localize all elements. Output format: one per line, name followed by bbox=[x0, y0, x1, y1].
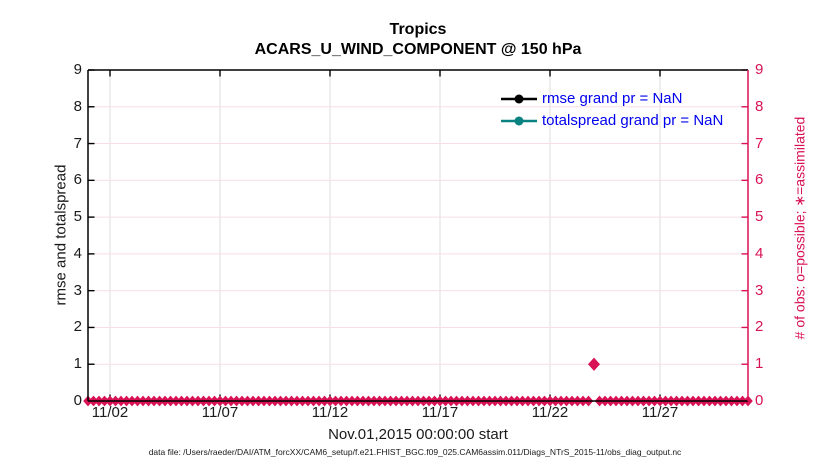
rmse-legend-marker-icon bbox=[514, 94, 524, 104]
obs-count-markers bbox=[83, 357, 753, 407]
y-tick-label-left: 4 bbox=[73, 244, 82, 262]
x-tick-label: 11/27 bbox=[641, 404, 679, 421]
y-tick-label-right: 6 bbox=[755, 171, 764, 189]
legend-label-rmse: rmse grand pr = NaN bbox=[542, 90, 683, 107]
y-tick-label-right: 7 bbox=[755, 134, 764, 152]
x-tick-label: 11/12 bbox=[311, 404, 349, 421]
y-tick-label-left: 8 bbox=[73, 97, 82, 115]
y-tick-label-right: 9 bbox=[755, 61, 764, 78]
data-file-path: data file: /Users/raeder/DAI/ATM_forcXX/… bbox=[148, 447, 682, 457]
y-axis-label-right: # of obs: o=possible; ∗=assimilated bbox=[791, 116, 808, 340]
obs-marker bbox=[588, 357, 600, 371]
y-tick-label-right: 4 bbox=[755, 244, 764, 262]
y-tick-label-right: 8 bbox=[755, 97, 764, 115]
y-tick-label-left: 6 bbox=[73, 171, 82, 189]
y-tick-label-right: 0 bbox=[755, 392, 764, 409]
y-tick-label-left: 5 bbox=[73, 208, 82, 226]
axes-frame bbox=[87, 69, 749, 402]
legend-label-totalspread: totalspread grand pr = NaN bbox=[542, 112, 724, 129]
y-tick-label-left: 2 bbox=[73, 318, 82, 336]
y-tick-label-left: 9 bbox=[73, 61, 82, 78]
plot-subtitle: ACARS_U_WIND_COMPONENT @ 150 hPa bbox=[254, 41, 582, 58]
y-tick-label-right: 1 bbox=[755, 355, 764, 373]
plot-title: Tropics bbox=[389, 21, 447, 38]
vertical-gridlines bbox=[109, 70, 661, 401]
legend-sample-rmse bbox=[501, 94, 537, 104]
x-tick-label: 11/07 bbox=[201, 404, 239, 421]
horizontal-gridlines bbox=[88, 106, 748, 365]
totalspread-legend-marker-icon bbox=[514, 116, 524, 126]
legend-sample-totalspread bbox=[501, 116, 537, 126]
y-tick-label-right: 5 bbox=[755, 208, 764, 226]
y-tick-label-left: 1 bbox=[73, 355, 82, 373]
y-tick-label-right: 3 bbox=[755, 281, 764, 299]
y-tick-label-left: 0 bbox=[73, 392, 82, 409]
y-tick-label-left: 7 bbox=[73, 134, 82, 152]
y-tick-label-left: 3 bbox=[73, 281, 82, 299]
y-tick-label-right: 2 bbox=[755, 318, 764, 336]
x-tick-label: 11/22 bbox=[531, 404, 569, 421]
x-tick-label: 11/17 bbox=[421, 404, 459, 421]
x-tick-label: 11/02 bbox=[91, 404, 129, 421]
x-axis-label: Nov.01,2015 00:00:00 start bbox=[328, 426, 508, 443]
